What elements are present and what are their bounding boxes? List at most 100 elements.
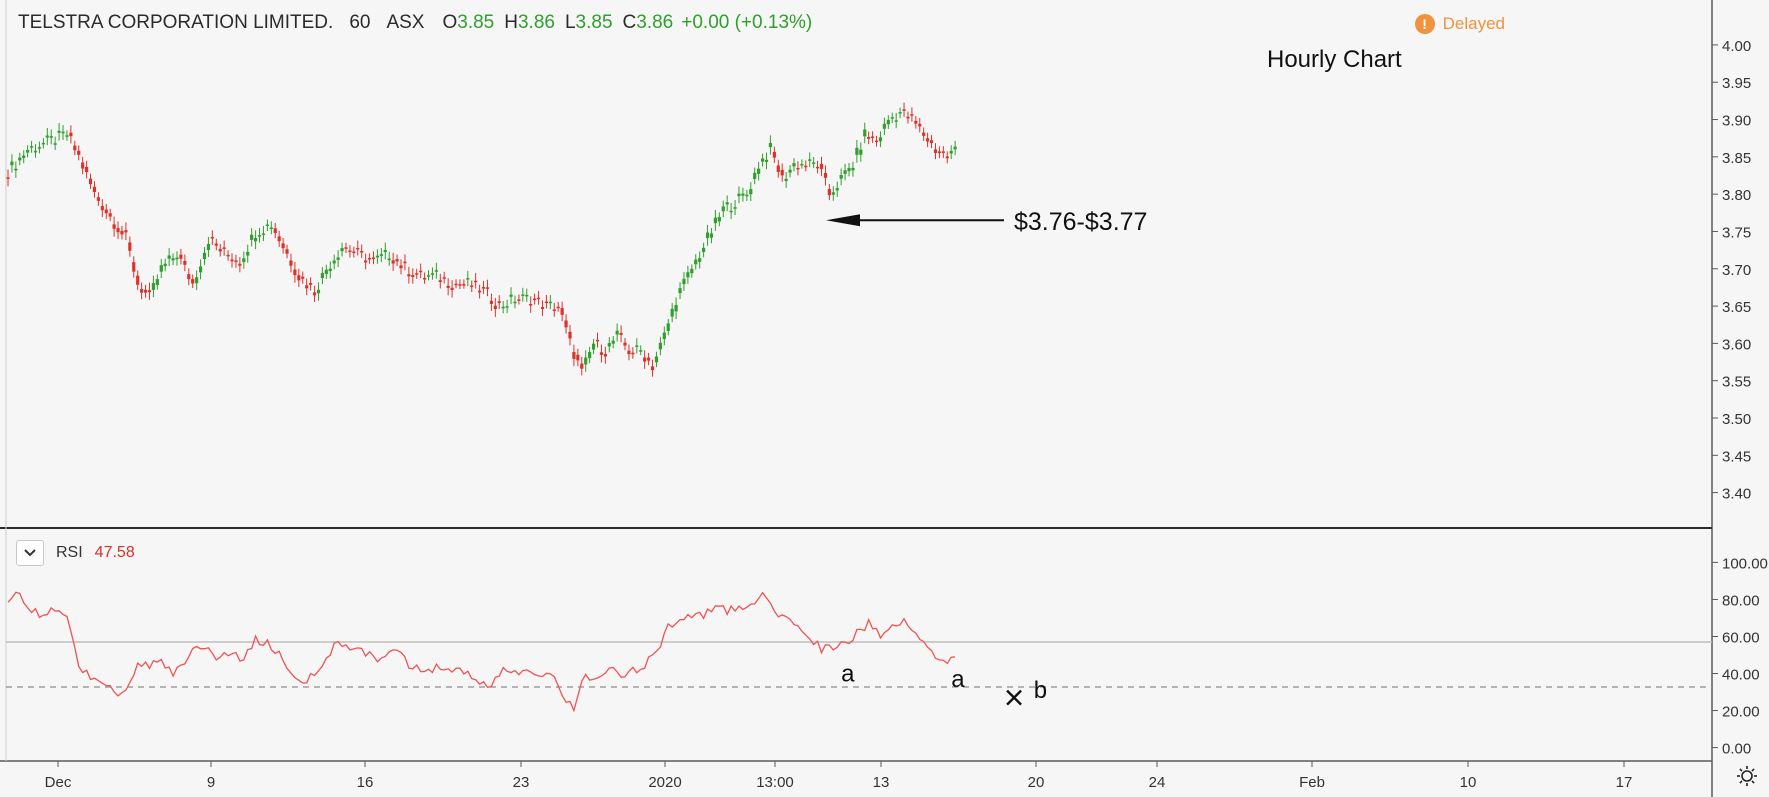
candle-down	[399, 265, 403, 269]
warning-icon: !	[1414, 14, 1435, 34]
candle-down	[646, 357, 651, 361]
candle-down	[918, 123, 922, 127]
price-tick-label: 3.70	[1722, 262, 1751, 279]
candle-up	[894, 120, 898, 122]
rsi-tick-label: 20.00	[1722, 704, 1760, 721]
interval[interactable]: 60	[349, 12, 371, 33]
candle-up	[328, 268, 332, 272]
price-tick-label: 3.55	[1722, 374, 1751, 391]
candle-down	[533, 298, 537, 301]
candle-up	[375, 255, 380, 258]
candle-down	[462, 284, 466, 286]
high-label: H	[504, 12, 518, 33]
price-tick-label: 3.65	[1722, 299, 1751, 316]
candle-down	[415, 273, 419, 275]
candle-up	[698, 258, 702, 262]
gear-icon[interactable]	[1734, 763, 1760, 789]
candle-down	[544, 301, 549, 304]
candle-down	[470, 285, 474, 288]
candle-up	[155, 279, 159, 286]
candle-down	[391, 260, 395, 264]
candle-down	[124, 230, 128, 233]
candle-down	[595, 339, 600, 342]
candle-up	[26, 150, 30, 153]
chevron-down-icon[interactable]	[16, 540, 44, 566]
candle-up	[749, 189, 753, 195]
candle-down	[85, 166, 89, 173]
candle-up	[163, 263, 167, 267]
time-tick-label: 23	[513, 774, 530, 791]
candle-down	[914, 120, 918, 124]
candle-up	[662, 332, 666, 340]
candle-down	[442, 277, 446, 279]
candle-up	[242, 258, 246, 263]
candle-up	[768, 143, 773, 148]
candle-down	[147, 290, 152, 293]
delayed-status[interactable]: ! Delayed	[1414, 14, 1505, 34]
candle-down	[910, 114, 914, 116]
candle-up	[10, 161, 14, 166]
candle-down	[454, 283, 458, 286]
candle-up	[729, 210, 733, 213]
candle-up	[265, 224, 269, 227]
candle-down	[446, 285, 450, 288]
candle-up	[246, 251, 250, 256]
time-tick-label: 24	[1149, 774, 1166, 791]
candle-down	[780, 169, 784, 176]
candle-down	[108, 213, 112, 217]
rsi-value: 47.58	[94, 544, 135, 561]
candle-down	[132, 262, 136, 272]
close-value: 3.86	[636, 12, 674, 33]
price-tick-label: 3.95	[1722, 75, 1751, 92]
candle-up	[831, 192, 835, 195]
candle-up	[588, 351, 592, 359]
candle-up	[784, 178, 788, 182]
price-tick-label: 4.00	[1722, 38, 1751, 55]
candle-down	[73, 145, 77, 151]
candle-down	[599, 352, 604, 355]
candle-up	[434, 270, 438, 272]
candle-down	[568, 331, 572, 339]
candle-up	[713, 217, 717, 224]
time-tick-label: 10	[1460, 774, 1477, 791]
candle-down	[128, 242, 132, 251]
candle-up	[253, 237, 258, 242]
time-tick-label: 17	[1616, 774, 1633, 791]
candle-up	[324, 269, 328, 275]
candle-up	[257, 235, 262, 237]
candle-down	[937, 151, 942, 154]
candle-up	[886, 119, 890, 125]
low-label: L	[564, 12, 576, 33]
candle-up	[800, 164, 804, 166]
candle-down	[69, 132, 73, 137]
candle-down	[945, 156, 949, 159]
candle-down	[631, 352, 635, 355]
candle-down	[309, 283, 313, 285]
candle-up	[949, 150, 953, 154]
candle-up	[808, 159, 812, 161]
candle-down	[540, 307, 545, 309]
candle-down	[305, 285, 309, 289]
candle-up	[202, 252, 207, 260]
symbol-header[interactable]: TELSTRA CORPORATION LIMITED. 60 ASX O 3.8…	[18, 12, 812, 34]
candle-down	[356, 247, 360, 250]
candle-up	[741, 193, 745, 196]
rsi-label[interactable]: RSI	[56, 544, 83, 561]
price-tick-label: 3.85	[1722, 150, 1751, 167]
candle-up	[591, 343, 596, 350]
candle-down	[348, 250, 352, 253]
candle-up	[53, 143, 57, 145]
candle-down	[297, 275, 301, 281]
candle-down	[367, 257, 372, 260]
candle-down	[819, 163, 824, 170]
open-label: O	[442, 12, 458, 33]
wave-label-a: a	[841, 661, 855, 688]
rsi-tick-label: 60.00	[1722, 629, 1760, 646]
candle-down	[485, 287, 490, 289]
symbol-name[interactable]: TELSTRA CORPORATION LIMITED.	[18, 12, 334, 33]
candle-up	[29, 146, 34, 148]
candle-down	[497, 301, 501, 303]
candle-down	[827, 189, 831, 196]
rsi-tick-label: 100.00	[1722, 555, 1768, 572]
